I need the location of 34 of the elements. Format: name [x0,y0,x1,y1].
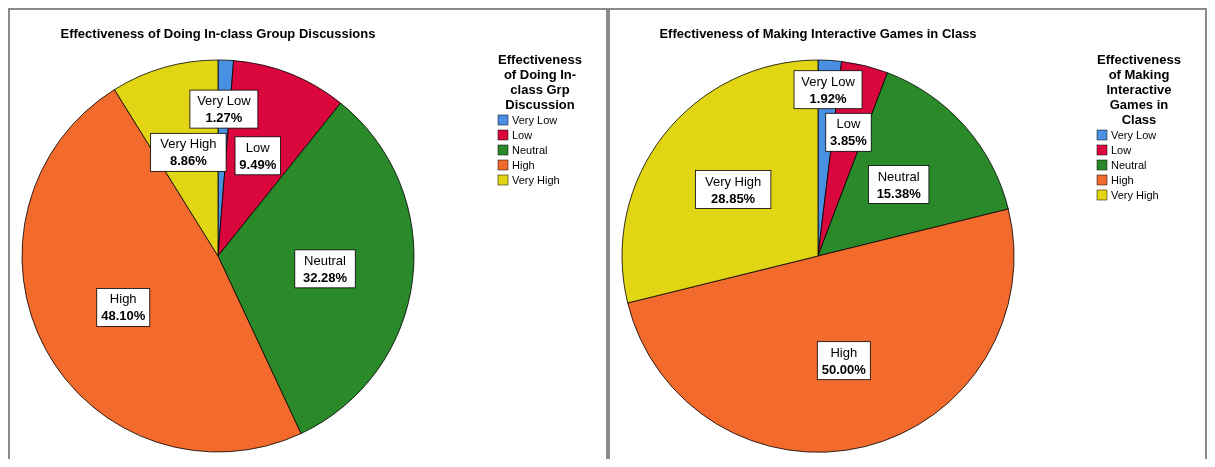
slice-label: High [830,344,858,360]
legend-title: Effectiveness of Making Interactive Games in Class [1097,52,1181,127]
legend-label: Neutral [1111,159,1147,171]
legend-label: Very Low [512,114,558,126]
slice-label: Low [245,139,271,155]
data-label: 28.85% [711,190,756,206]
legend-label: Very High [1111,189,1159,201]
legend-label: Low [1111,144,1132,156]
data-label: 1.27% [205,110,243,126]
chart-title: Effectiveness of Making Interactive Games in Class [659,26,977,41]
data-label: 32.28% [302,269,348,285]
legend-label: High [1111,174,1134,186]
chart-title: Effectiveness of Doing In-class Group Discussions [60,26,376,41]
legend-label: Very Low [1111,129,1157,141]
legend-label: Neutral [512,144,548,156]
slice-label: Low [836,116,862,132]
legend-label: Low [512,129,533,141]
data-label: 50.00% [821,361,867,377]
data-label: 9.49% [239,156,277,172]
legend-label: High [512,159,535,171]
slice-label: Very Low [197,93,252,109]
data-label: 1.92% [809,90,847,106]
data-label: 48.10% [101,308,146,324]
data-label: 15.38% [876,185,922,201]
slice-label: Neutral [877,168,920,184]
slice-label: Neutral [304,252,347,268]
legend-label: Very High [512,174,560,186]
legend-title: Effectiveness of Doing In-class Grp Discussion [498,52,582,112]
slice-label: Very Low [801,73,856,89]
slice-label: Very High [704,173,762,189]
slice-label: High [109,291,137,307]
data-label: 3.85% [830,133,868,149]
slice-label: Very High [160,136,217,152]
data-label: 8.86% [169,153,208,169]
